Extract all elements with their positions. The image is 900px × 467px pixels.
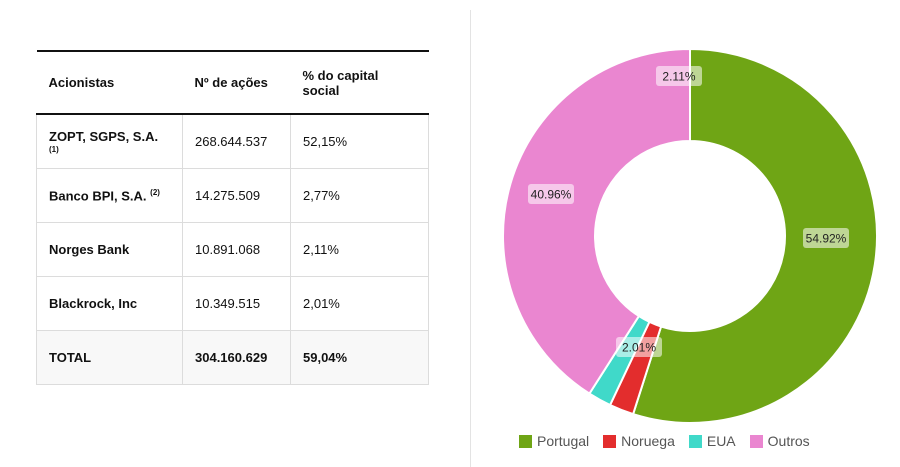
total-pct: 59,04% [290,330,429,385]
row-name-cell: ZOPT, SGPS, S.A. (1) [36,114,183,169]
table-row: Blackrock, Inc 10.349.515 2,01% [36,276,429,331]
legend-item-eua[interactable]: EUA [688,433,736,449]
table-header-row: Acionistas Nº de ações % do capital soci… [36,50,429,115]
header-shares: Nº de ações [182,50,291,115]
slice-outros[interactable] [502,47,691,396]
shareholder-name: Blackrock, Inc [36,276,183,331]
total-shares: 304.160.629 [182,330,291,385]
footnote-ref: (2) [150,187,160,197]
table-row: ZOPT, SGPS, S.A. (1) 268.644.537 52,15% [36,114,429,169]
legend-label: EUA [706,433,736,449]
table-row: Norges Bank 10.891.068 2,11% [36,222,429,277]
header-shareholders: Acionistas [36,50,183,115]
svg-text:40.96%: 40.96% [531,188,572,202]
shares-cell: 268.644.537 [182,114,291,169]
legend-item-noruega[interactable]: Noruega [603,433,675,449]
legend-label: Portugal [537,433,590,449]
pct-cell: 2,11% [290,222,429,277]
legend-item-portugal[interactable]: Portugal [519,433,589,449]
legend-swatch [603,434,617,448]
legend-item-outros[interactable]: Outros [749,433,810,449]
shareholder-name: ZOPT, SGPS, S.A. [49,129,159,144]
chart-legend: Portugal Noruega EUA Outros [519,433,810,449]
shareholder-name: Norges Bank [36,222,183,277]
table-total-row: TOTAL 304.160.629 59,04% [36,330,429,385]
header-capital-pct: % do capital social [290,50,429,115]
data-label-eua: 2.01% [616,337,662,357]
shareholders-table: Acionistas Nº de ações % do capital soci… [36,50,429,385]
data-label-outros: 40.96% [528,184,574,204]
data-label-noruega: 2.11% [656,66,702,86]
shareholder-donut-chart: 54.92% 2.11% 2.01% 40.96% [502,47,878,424]
legend-swatch [749,434,763,448]
legend-label: Outros [767,433,810,449]
shares-cell: 10.891.068 [182,222,291,277]
pct-cell: 52,15% [290,114,429,169]
data-label-portugal: 54.92% [803,228,849,248]
section-divider [470,10,471,467]
svg-text:54.92%: 54.92% [806,232,847,246]
legend-label: Noruega [621,433,675,449]
table-row: Banco BPI, S.A. (2) 14.275.509 2,77% [36,168,429,223]
shares-cell: 10.349.515 [182,276,291,331]
legend-swatch [688,434,702,448]
pct-cell: 2,01% [290,276,429,331]
svg-text:2.11%: 2.11% [662,70,695,84]
shareholder-name: Banco BPI, S.A. [49,188,147,204]
footnote-ref: (1) [49,145,59,154]
shares-cell: 14.275.509 [182,168,291,223]
shareholders-table-container: Acionistas Nº de ações % do capital soci… [36,50,429,385]
row-name-cell: Banco BPI, S.A. (2) [36,168,183,223]
slice-portugal[interactable] [631,47,878,424]
svg-text:2.01%: 2.01% [622,341,656,355]
legend-swatch [519,434,532,448]
total-label: TOTAL [36,330,183,385]
pct-cell: 2,77% [290,168,429,223]
